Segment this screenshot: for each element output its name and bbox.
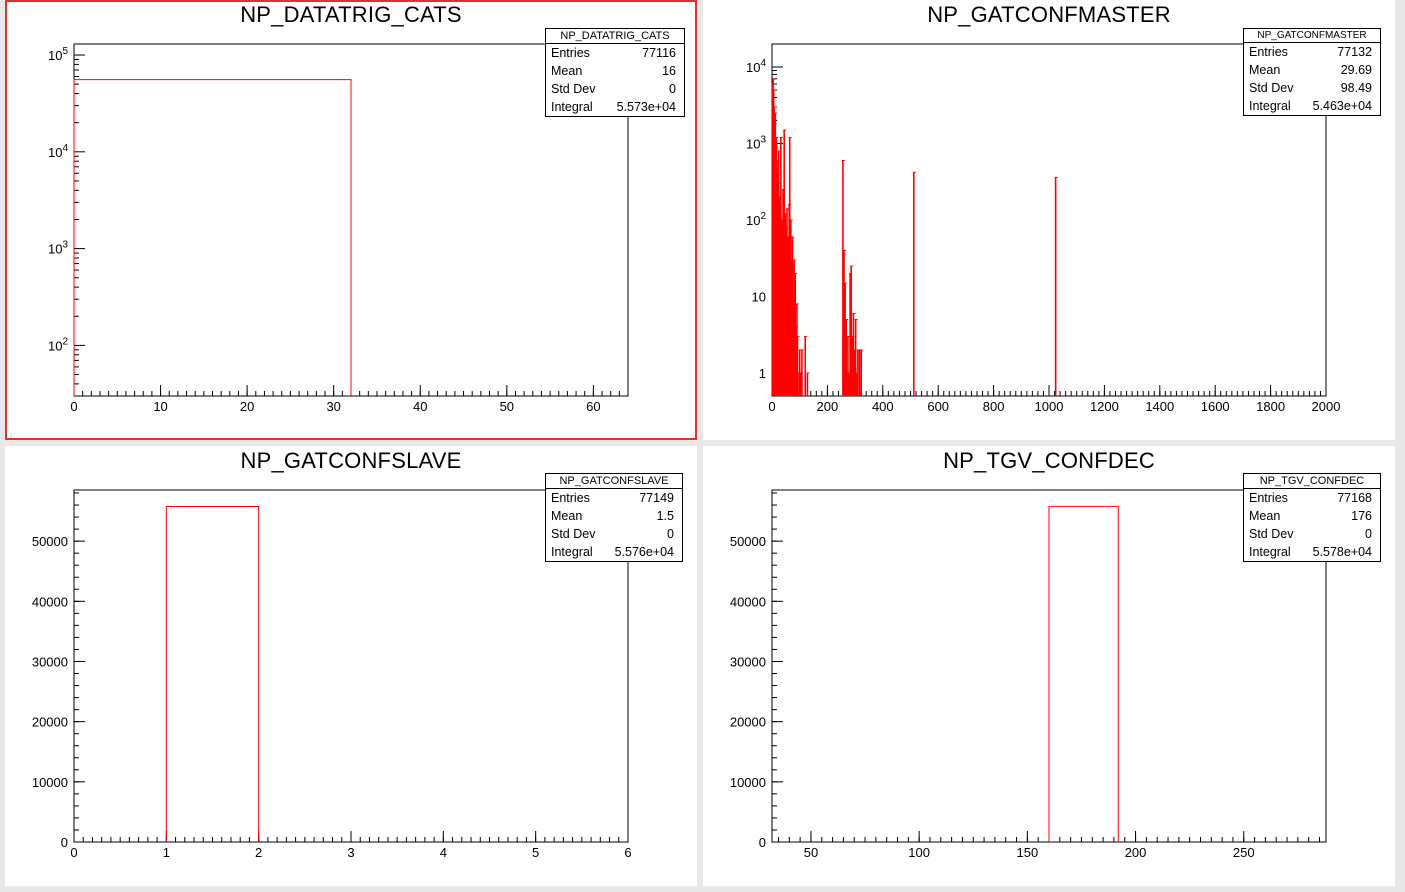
- x-tick-label: 5: [532, 845, 539, 860]
- y-tick-label: 30000: [730, 654, 766, 669]
- x-tick-label: 0: [768, 399, 775, 414]
- x-tick-label: 600: [927, 399, 949, 414]
- y-tick-label: 103: [746, 135, 766, 152]
- stats-row-integral: Integral 5.463e+04: [1249, 99, 1372, 113]
- histogram-gatconfmaster: 0 200 400 600 800 1000 1200 1400 1600 1800 2000 1 10…: [746, 43, 1341, 414]
- histogram-datatrig-cats: 0 10 20 30 40 50 60 102 103 104 105: [48, 43, 629, 414]
- x-tick-label: 200: [817, 399, 839, 414]
- pad-gatconfmaster[interactable]: 0 200 400 600 800 1000 1200 1400 1600 1800 2000 1 10…: [703, 0, 1395, 440]
- stats-row-mean: Mean 16: [551, 64, 676, 78]
- x-tick-label: 2000: [1312, 399, 1341, 414]
- y-tick-label: 20000: [32, 715, 68, 730]
- x-tick-label: 30: [326, 399, 340, 414]
- histogram-series: [1048, 505, 1119, 842]
- histogram-bin: [73, 79, 352, 396]
- y-tick-label: 50000: [32, 534, 68, 549]
- stats-row-integral: Integral 5.573e+04: [551, 100, 676, 114]
- x-tick-label: 3: [347, 845, 354, 860]
- histogram-bin: [1048, 505, 1119, 842]
- histogram-series: [771, 78, 1058, 396]
- x-tick-label: 1400: [1145, 399, 1174, 414]
- stats-row-std-dev: Std Dev 98.49: [1249, 81, 1372, 95]
- pad-datatrig-cats[interactable]: 0 10 20 30 40 50 60 102 103 104 105 NP_DATATRIG_CA…: [5, 0, 697, 440]
- stats-box[interactable]: NP_DATATRIG_CATS Entries 77116 Mean 16 Std…: [545, 28, 685, 117]
- histogram-tgv-confdec: 50 100 150 200 250 0 10000 20000 30000 40000 50000: [730, 489, 1327, 860]
- histogram-title: NP_DATATRIG_CATS: [240, 2, 462, 27]
- y-tick-label: 50000: [730, 534, 766, 549]
- y-tick-label: 20000: [730, 715, 766, 730]
- x-tick-label: 100: [908, 845, 930, 860]
- stats-name: NP_GATCONFMASTER: [1244, 29, 1380, 43]
- x-tick-label: 400: [872, 399, 894, 414]
- x-tick-label: 1000: [1035, 399, 1064, 414]
- y-tick-label: 104: [746, 58, 766, 75]
- x-tick-label: 1: [163, 845, 170, 860]
- y-tick-label: 40000: [32, 594, 68, 609]
- x-tick-label: 50: [804, 845, 818, 860]
- x-tick-label: 50: [500, 399, 514, 414]
- stats-row-mean: Mean 1.5: [551, 509, 674, 523]
- x-tick-label: 800: [983, 399, 1005, 414]
- y-tick-label: 103: [48, 240, 68, 257]
- x-tick-label: 40: [413, 399, 427, 414]
- stats-row-mean: Mean 176: [1249, 509, 1372, 523]
- y-tick-label: 30000: [32, 654, 68, 669]
- stats-name: NP_DATATRIG_CATS: [546, 29, 684, 44]
- y-tick-label: 0: [759, 835, 766, 850]
- x-tick-label: 20: [240, 399, 254, 414]
- stats-box[interactable]: NP_TGV_CONFDEC Entries 77168 Mean 176 Std …: [1243, 473, 1381, 562]
- stats-name: NP_GATCONFSLAVE: [546, 474, 682, 489]
- axes: 50 100 150 200 250 0 10000 20000 30000 40000 50000: [730, 489, 1327, 860]
- x-tick-label: 1200: [1090, 399, 1119, 414]
- stats-row-mean: Mean 29.69: [1249, 63, 1372, 77]
- pad-gatconfslave[interactable]: 0 1 2 3 4 5 6 0 10000 20000 30000 40000 50000 NP_GAT…: [5, 446, 697, 886]
- stats-box[interactable]: NP_GATCONFMASTER Entries 77132 Mean 29.69 …: [1243, 28, 1381, 116]
- y-tick-label: 10000: [730, 775, 766, 790]
- axes: 0 10 20 30 40 50 60 102 103 104 105: [48, 43, 629, 414]
- histogram-series: [73, 79, 352, 396]
- axes: 0 1 2 3 4 5 6 0 10000 20000 30000 40000 50000: [32, 489, 632, 860]
- stats-row-entries: Entries 77116: [551, 46, 676, 60]
- histogram-gatconfslave: 0 1 2 3 4 5 6 0 10000 20000 30000 40000 50000: [32, 489, 632, 860]
- histogram-bin: [165, 505, 260, 842]
- stats-row-integral: Integral 5.576e+04: [551, 545, 674, 559]
- stats-name: NP_TGV_CONFDEC: [1244, 474, 1380, 489]
- x-tick-label: 250: [1233, 845, 1255, 860]
- stats-row-std-dev: Std Dev 0: [1249, 527, 1372, 541]
- y-tick-label: 102: [48, 336, 68, 353]
- x-tick-label: 200: [1125, 845, 1147, 860]
- histogram-title: NP_GATCONFSLAVE: [240, 448, 462, 473]
- stats-row-integral: Integral 5.578e+04: [1249, 545, 1372, 559]
- y-tick-label: 105: [48, 46, 68, 63]
- y-tick-label: 0: [61, 835, 68, 850]
- histogram-series: [165, 505, 260, 842]
- y-tick-label: 102: [746, 211, 766, 228]
- x-tick-label: 10: [153, 399, 167, 414]
- y-tick-label: 10000: [32, 775, 68, 790]
- x-tick-label: 60: [586, 399, 600, 414]
- stats-row-std-dev: Std Dev 0: [551, 527, 674, 541]
- x-tick-label: 1800: [1256, 399, 1285, 414]
- stats-row-std-dev: Std Dev 0: [551, 82, 676, 96]
- x-tick-label: 1600: [1201, 399, 1230, 414]
- x-tick-label: 2: [255, 845, 262, 860]
- x-tick-label: 6: [624, 845, 631, 860]
- y-tick-label: 40000: [730, 594, 766, 609]
- y-tick-label: 10: [752, 289, 766, 304]
- stats-row-entries: Entries 77132: [1249, 45, 1372, 59]
- histogram-title: NP_GATCONFMASTER: [927, 2, 1171, 27]
- histogram-title: NP_TGV_CONFDEC: [943, 448, 1155, 473]
- pad-tgv-confdec[interactable]: 50 100 150 200 250 0 10000 20000 30000 40000 50000…: [703, 446, 1395, 886]
- stats-row-entries: Entries 77168: [1249, 491, 1372, 505]
- stats-row-entries: Entries 77149: [551, 491, 674, 505]
- y-tick-label: 1: [759, 366, 766, 381]
- y-tick-label: 104: [48, 143, 68, 160]
- x-tick-label: 150: [1017, 845, 1039, 860]
- x-tick-label: 0: [70, 399, 77, 414]
- x-tick-label: 0: [70, 845, 77, 860]
- x-tick-label: 4: [440, 845, 447, 860]
- stats-box[interactable]: NP_GATCONFSLAVE Entries 77149 Mean 1.5 Std…: [545, 473, 683, 562]
